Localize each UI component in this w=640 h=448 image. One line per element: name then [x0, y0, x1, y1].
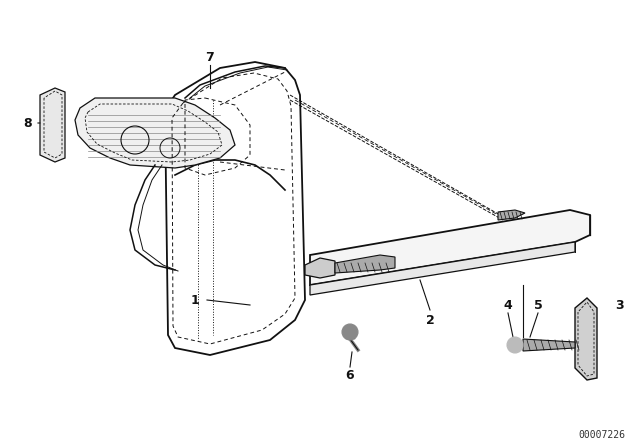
Polygon shape	[575, 298, 597, 380]
Text: 5: 5	[534, 298, 542, 311]
Circle shape	[507, 337, 523, 353]
Text: 3: 3	[616, 298, 624, 311]
Text: 6: 6	[346, 369, 355, 382]
Polygon shape	[335, 255, 395, 273]
Polygon shape	[310, 242, 575, 295]
Polygon shape	[165, 62, 305, 355]
Text: 1: 1	[191, 293, 200, 306]
Text: 2: 2	[426, 314, 435, 327]
Polygon shape	[305, 258, 335, 278]
Polygon shape	[40, 88, 65, 162]
Polygon shape	[498, 210, 525, 220]
Text: 7: 7	[205, 51, 214, 64]
Polygon shape	[523, 339, 575, 351]
Polygon shape	[310, 210, 590, 285]
Circle shape	[342, 324, 358, 340]
Text: 4: 4	[504, 298, 513, 311]
Polygon shape	[75, 98, 235, 168]
Text: 00007226: 00007226	[578, 430, 625, 440]
Text: 8: 8	[24, 116, 32, 129]
